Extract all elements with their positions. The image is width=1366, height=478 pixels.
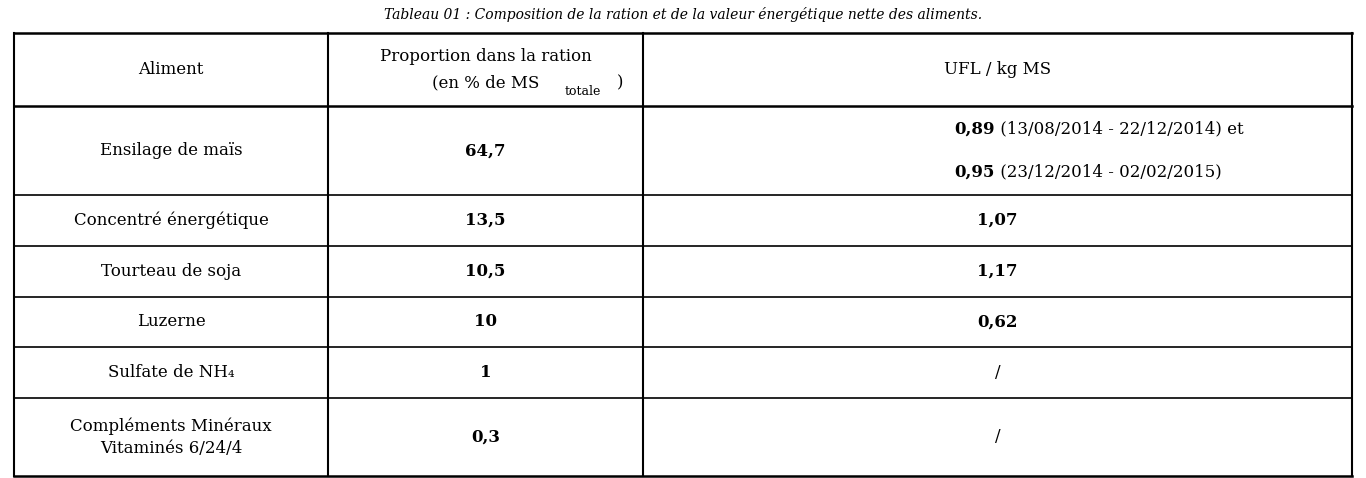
Text: (en % de MS: (en % de MS xyxy=(432,75,540,92)
Text: UFL / kg MS: UFL / kg MS xyxy=(944,62,1052,78)
Text: (23/12/2014 - 02/02/2015): (23/12/2014 - 02/02/2015) xyxy=(994,163,1221,181)
Text: 0,95: 0,95 xyxy=(955,163,994,181)
Text: Concentré énergétique: Concentré énergétique xyxy=(74,212,268,229)
Text: 10,5: 10,5 xyxy=(466,262,505,280)
Text: 0,89: 0,89 xyxy=(955,120,994,138)
Text: 13,5: 13,5 xyxy=(466,212,505,229)
Text: totale: totale xyxy=(564,86,601,98)
Text: Luzerne: Luzerne xyxy=(137,314,205,330)
Text: Proportion dans la ration: Proportion dans la ration xyxy=(380,48,591,65)
Text: 0,62: 0,62 xyxy=(977,314,1018,330)
Text: ): ) xyxy=(616,75,623,92)
Text: Sulfate de NH₄: Sulfate de NH₄ xyxy=(108,364,234,381)
Text: /: / xyxy=(994,428,1000,445)
Text: Compléments Minéraux
Vitaminés 6/24/4: Compléments Minéraux Vitaminés 6/24/4 xyxy=(70,417,272,457)
Text: 1: 1 xyxy=(479,364,492,381)
Text: 64,7: 64,7 xyxy=(466,142,505,159)
Text: 1,17: 1,17 xyxy=(977,262,1018,280)
Text: Tableau 01 : Composition de la ration et de la valeur énergétique nette des alim: Tableau 01 : Composition de la ration et… xyxy=(384,7,982,22)
Text: Tourteau de soja: Tourteau de soja xyxy=(101,262,240,280)
Text: /: / xyxy=(994,364,1000,381)
Text: 0,3: 0,3 xyxy=(471,428,500,445)
Text: Ensilage de maïs: Ensilage de maïs xyxy=(100,142,242,159)
Text: Aliment: Aliment xyxy=(138,62,204,78)
Text: 1,07: 1,07 xyxy=(977,212,1018,229)
Text: 10: 10 xyxy=(474,314,497,330)
Text: (13/08/2014 - 22/12/2014) et: (13/08/2014 - 22/12/2014) et xyxy=(994,120,1243,138)
